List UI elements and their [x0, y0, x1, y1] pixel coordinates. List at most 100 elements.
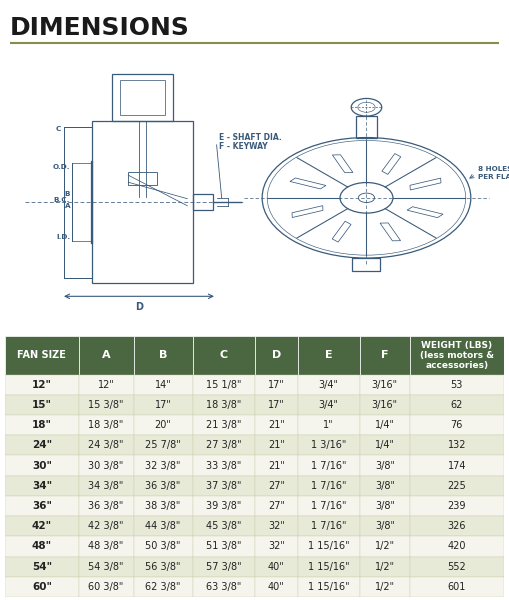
- FancyBboxPatch shape: [133, 496, 193, 516]
- FancyBboxPatch shape: [360, 435, 410, 455]
- FancyBboxPatch shape: [5, 435, 79, 455]
- Text: 45 3/8": 45 3/8": [206, 521, 242, 531]
- Text: 25 7/8": 25 7/8": [145, 440, 181, 451]
- Text: 1 7/16": 1 7/16": [311, 481, 347, 491]
- Text: 21": 21": [268, 420, 285, 430]
- FancyBboxPatch shape: [360, 455, 410, 476]
- Text: 36 3/8": 36 3/8": [89, 501, 124, 511]
- Text: 3/16": 3/16": [372, 380, 398, 390]
- Text: 1/2": 1/2": [375, 562, 395, 572]
- Text: E: E: [325, 350, 332, 361]
- FancyBboxPatch shape: [133, 557, 193, 577]
- Text: 37 3/8": 37 3/8": [206, 481, 242, 491]
- Text: 12": 12": [32, 380, 52, 390]
- FancyBboxPatch shape: [255, 395, 298, 415]
- FancyBboxPatch shape: [255, 557, 298, 577]
- Text: 32 3/8": 32 3/8": [146, 461, 181, 470]
- FancyBboxPatch shape: [133, 516, 193, 536]
- Text: 3/8": 3/8": [375, 461, 395, 470]
- FancyBboxPatch shape: [193, 577, 255, 597]
- Text: 54 3/8": 54 3/8": [89, 562, 124, 572]
- FancyBboxPatch shape: [298, 516, 360, 536]
- Text: 18": 18": [32, 420, 52, 430]
- FancyBboxPatch shape: [298, 374, 360, 395]
- Text: 62 3/8": 62 3/8": [146, 582, 181, 592]
- Text: 1 7/16": 1 7/16": [311, 521, 347, 531]
- Text: WEIGHT (LBS)
(less motors &
accessories): WEIGHT (LBS) (less motors & accessories): [420, 341, 494, 370]
- FancyBboxPatch shape: [360, 415, 410, 435]
- FancyBboxPatch shape: [298, 395, 360, 415]
- Text: 62: 62: [450, 400, 463, 410]
- Text: 17": 17": [268, 380, 285, 390]
- FancyBboxPatch shape: [255, 336, 298, 374]
- FancyBboxPatch shape: [298, 455, 360, 476]
- FancyBboxPatch shape: [5, 516, 79, 536]
- Text: 24 3/8": 24 3/8": [89, 440, 124, 451]
- FancyBboxPatch shape: [410, 374, 504, 395]
- FancyBboxPatch shape: [133, 336, 193, 374]
- Text: O.D.: O.D.: [53, 164, 70, 170]
- FancyBboxPatch shape: [79, 496, 133, 516]
- FancyBboxPatch shape: [298, 336, 360, 374]
- Text: 42": 42": [32, 521, 52, 531]
- Text: 18 3/8": 18 3/8": [206, 400, 242, 410]
- FancyBboxPatch shape: [298, 415, 360, 435]
- Text: D: D: [272, 350, 281, 361]
- FancyBboxPatch shape: [410, 496, 504, 516]
- Text: 1 15/16": 1 15/16": [308, 562, 350, 572]
- Text: 1 7/16": 1 7/16": [311, 501, 347, 511]
- Text: A: A: [65, 203, 70, 209]
- FancyBboxPatch shape: [5, 395, 79, 415]
- FancyBboxPatch shape: [79, 536, 133, 557]
- Text: 60": 60": [32, 582, 52, 592]
- Text: 1 15/16": 1 15/16": [308, 541, 350, 551]
- Text: 1": 1": [323, 420, 334, 430]
- FancyBboxPatch shape: [5, 336, 79, 374]
- Text: 420: 420: [447, 541, 466, 551]
- Text: 239: 239: [447, 501, 466, 511]
- Text: 27": 27": [268, 481, 285, 491]
- Text: A: A: [102, 350, 110, 361]
- FancyBboxPatch shape: [298, 496, 360, 516]
- Text: 51 3/8": 51 3/8": [206, 541, 242, 551]
- FancyBboxPatch shape: [79, 395, 133, 415]
- Text: 54": 54": [32, 562, 52, 572]
- Text: 57 3/8": 57 3/8": [206, 562, 242, 572]
- Text: 12": 12": [98, 380, 115, 390]
- FancyBboxPatch shape: [298, 435, 360, 455]
- FancyBboxPatch shape: [410, 455, 504, 476]
- Text: I.D.: I.D.: [56, 235, 70, 241]
- Text: 601: 601: [447, 582, 466, 592]
- FancyBboxPatch shape: [255, 374, 298, 395]
- FancyBboxPatch shape: [298, 557, 360, 577]
- Text: B: B: [65, 191, 70, 197]
- FancyBboxPatch shape: [255, 496, 298, 516]
- Text: 1 15/16": 1 15/16": [308, 582, 350, 592]
- Text: 36 3/8": 36 3/8": [146, 481, 181, 491]
- Text: 21 3/8": 21 3/8": [206, 420, 242, 430]
- FancyBboxPatch shape: [133, 455, 193, 476]
- FancyBboxPatch shape: [410, 435, 504, 455]
- FancyBboxPatch shape: [193, 536, 255, 557]
- Text: F: F: [381, 350, 388, 361]
- Text: 44 3/8": 44 3/8": [146, 521, 181, 531]
- Text: 56 3/8": 56 3/8": [146, 562, 181, 572]
- Text: 39 3/8": 39 3/8": [206, 501, 242, 511]
- FancyBboxPatch shape: [255, 455, 298, 476]
- Text: 34": 34": [32, 481, 52, 491]
- Text: 15 3/8": 15 3/8": [89, 400, 124, 410]
- FancyBboxPatch shape: [255, 516, 298, 536]
- FancyBboxPatch shape: [5, 577, 79, 597]
- FancyBboxPatch shape: [5, 557, 79, 577]
- FancyBboxPatch shape: [133, 435, 193, 455]
- FancyBboxPatch shape: [410, 476, 504, 496]
- Text: 174: 174: [447, 461, 466, 470]
- Text: 3/8": 3/8": [375, 521, 395, 531]
- FancyBboxPatch shape: [79, 435, 133, 455]
- Text: 32": 32": [268, 521, 285, 531]
- Text: 33 3/8": 33 3/8": [206, 461, 242, 470]
- Text: 34 3/8": 34 3/8": [89, 481, 124, 491]
- FancyBboxPatch shape: [193, 516, 255, 536]
- FancyBboxPatch shape: [133, 395, 193, 415]
- FancyBboxPatch shape: [193, 496, 255, 516]
